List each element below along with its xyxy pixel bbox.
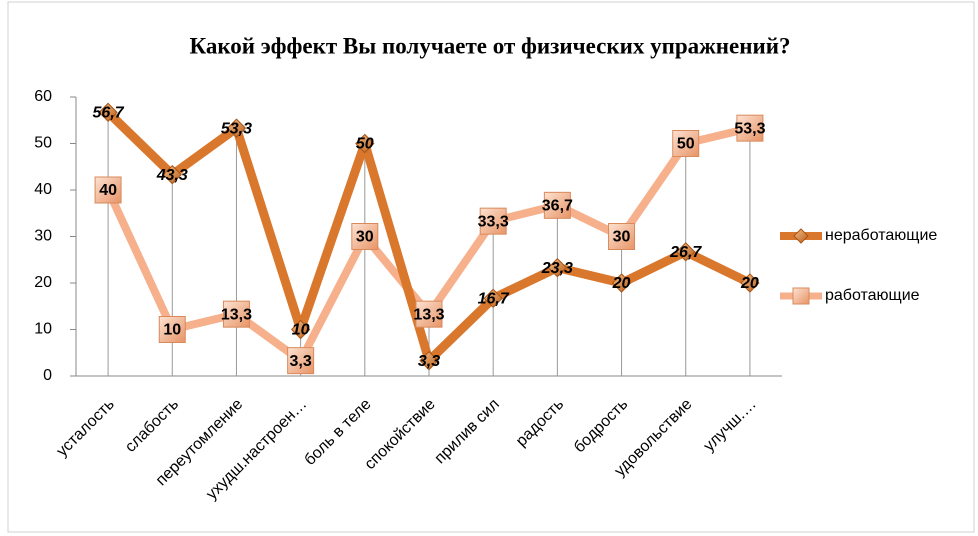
y-tick-label: 40 (34, 181, 52, 198)
legend-marker (793, 228, 809, 244)
marker (222, 300, 250, 328)
data-label: 53,3 (221, 120, 252, 137)
marker (98, 102, 118, 123)
chart-frame (7, 1, 975, 533)
marker (740, 273, 760, 293)
data-label: 3,3 (418, 353, 440, 370)
data-label: 26,7 (669, 244, 702, 261)
data-label: 3,3 (290, 353, 312, 370)
data-label: 50 (356, 136, 374, 153)
marker (608, 223, 636, 250)
data-label: 20 (740, 275, 759, 292)
marker (611, 273, 632, 293)
marker (355, 133, 375, 154)
marker (547, 257, 568, 278)
data-label: 53,3 (734, 120, 765, 137)
data-label: 13,3 (413, 306, 444, 323)
data-label: 30 (613, 229, 631, 246)
data-label: 10 (163, 322, 181, 339)
data-label: 23,3 (541, 260, 573, 277)
data-label: 30 (356, 229, 374, 246)
marker (676, 242, 696, 262)
marker (351, 223, 379, 250)
marker (415, 300, 443, 328)
marker (419, 350, 439, 371)
legend-label: работающие (825, 287, 920, 304)
data-label: 36,7 (542, 198, 573, 215)
y-tick-label: 50 (34, 135, 52, 152)
marker (543, 191, 571, 219)
data-label: 10 (292, 322, 310, 339)
data-label: 56,7 (93, 105, 125, 122)
legend-label: неработающие (825, 227, 937, 244)
data-label: 50 (677, 136, 695, 153)
marker (158, 316, 186, 343)
data-label: 13,3 (221, 306, 252, 323)
y-tick-label: 10 (34, 321, 52, 338)
y-tick-label: 60 (34, 88, 52, 105)
data-label: 40 (99, 182, 117, 199)
marker (162, 164, 182, 185)
marker (226, 118, 247, 138)
data-label: 16,7 (478, 291, 510, 308)
data-label: 20 (612, 275, 631, 292)
chart-title: Какой эффект Вы получаете от физических … (189, 33, 790, 58)
y-tick-label: 0 (43, 367, 52, 384)
marker (736, 114, 764, 142)
marker (479, 207, 507, 235)
marker (672, 130, 700, 157)
legend-marker (792, 287, 810, 305)
marker (287, 347, 315, 375)
marker (483, 288, 503, 309)
data-label: 43,3 (156, 167, 188, 184)
y-tick-label: 20 (34, 274, 52, 291)
y-tick-label: 30 (34, 228, 52, 245)
marker (290, 319, 311, 340)
data-label: 33,3 (478, 213, 509, 230)
marker (94, 176, 122, 204)
